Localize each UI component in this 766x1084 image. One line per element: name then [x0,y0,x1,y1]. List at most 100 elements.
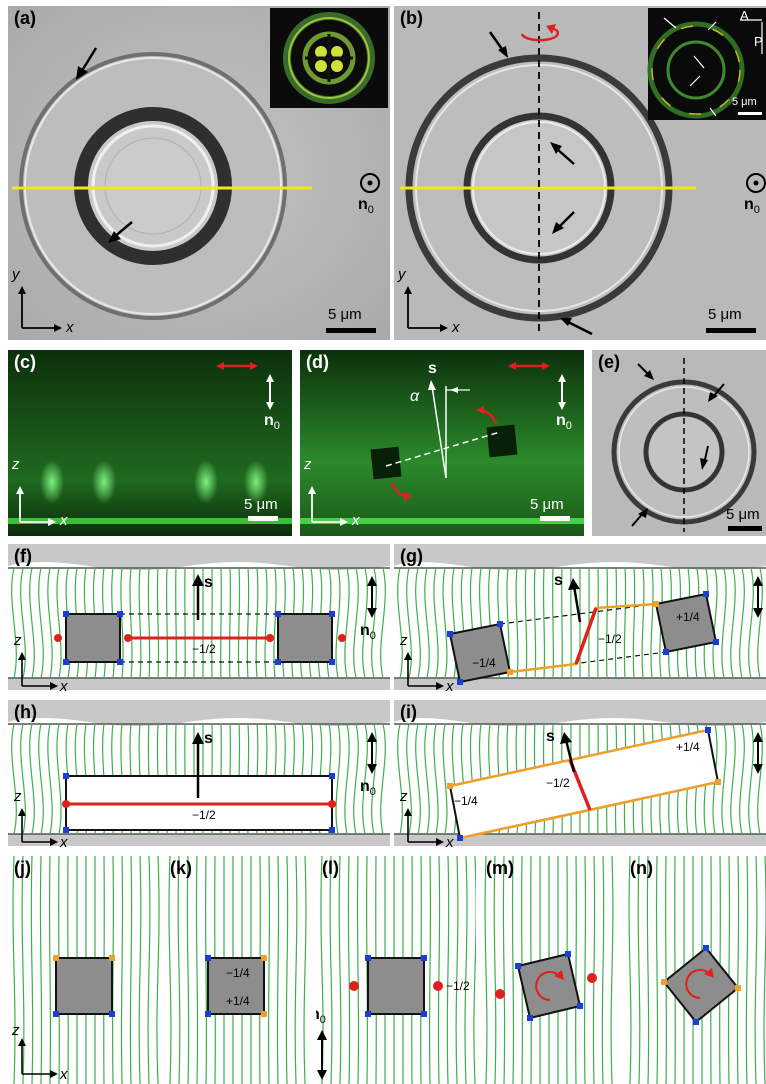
panel-l: (l) −1/2 n0 [316,856,476,1084]
panel-label: (j) [14,858,31,878]
field-line [415,567,421,679]
field-line [628,856,632,1084]
field-line [20,723,26,835]
field-line [347,856,351,1084]
particle [55,957,113,1015]
field-line [362,567,368,679]
out-of-plane-icon [746,173,766,193]
director-label: n0 [264,412,280,433]
field-line [721,723,727,835]
scale-bar [248,516,278,521]
scale-label: 5 μm [244,496,278,513]
panel-h-diagram [8,700,390,846]
x-axis-label: x [60,512,68,529]
field-line [30,856,34,1084]
field-line [614,567,618,679]
field-line [371,567,377,679]
particle [207,957,265,1015]
field-line [754,856,758,1084]
x-axis-label: x [446,834,454,851]
panel-d-image [300,350,584,536]
z-axis-label: z [14,632,22,649]
field-line [285,856,289,1084]
field-line [29,567,35,679]
field-line [727,856,731,1084]
y-axis-label: y [398,266,406,283]
field-line [524,567,528,679]
field-line [757,567,763,679]
field-line [138,567,142,679]
panel-label: (n) [630,858,653,878]
field-line [464,856,468,1084]
panel-e-image [592,350,766,536]
panel-label: (i) [400,702,417,722]
field-line [338,856,342,1084]
z-axis-label: z [400,788,408,805]
field-line [637,856,641,1084]
scale-label: 5 μm [530,496,564,513]
field-line [601,856,605,1084]
field-line [542,567,546,679]
field-line [745,856,749,1084]
field-line [664,856,668,1084]
field-line [39,856,43,1084]
panel-m: (m) [480,856,620,1084]
field-line [220,567,222,679]
panel-a: (a) n0 x y 5 μm [8,6,390,340]
panel-i-diagram [394,700,766,846]
scale-label: 5 μm [708,306,742,323]
x-axis-label: x [60,1066,68,1083]
polarizer-label: P [754,34,763,49]
field-line [303,856,307,1084]
panel-n-diagram [628,856,766,1084]
field-line [165,567,169,679]
panel-k-diagram [168,856,307,1084]
field-line [606,567,608,679]
s-vector-label: s [428,360,437,377]
field-line [29,723,35,835]
field-line [344,723,350,835]
x-axis-label: x [60,834,68,851]
field-line [380,567,386,679]
panel-b-image [394,6,766,340]
field-line [186,856,190,1084]
panel-f: (f) s −1/2 n0 x z [8,544,390,696]
field-line [21,856,25,1084]
field-line [428,856,432,1084]
field-line [515,567,519,679]
field-line [353,567,359,679]
particle [277,613,333,663]
defect-charge: −1/4 [226,966,250,980]
scale-bar [540,516,570,521]
field-line [344,567,350,679]
field-line [246,567,250,679]
particle [65,613,121,663]
analyzer-label: A [740,8,749,23]
field-line [406,567,412,679]
inset-scale-bar [738,112,762,115]
y-axis-label: y [12,266,20,283]
alpha-label: α [410,388,420,405]
scale-bar [728,526,762,531]
field-line [175,567,177,679]
field-line [406,723,412,835]
field-line [739,723,745,835]
panel-h: (h) s −1/2 n0 x z [8,700,390,852]
z-axis-label: z [12,456,20,473]
field-line [442,723,448,835]
field-line [353,723,359,835]
field-line [757,723,763,835]
particle [516,952,582,1020]
defect-charge: +1/4 [676,610,700,624]
rotation-arrow [520,26,560,42]
panel-g: (g) s −1/2 −1/4 +1/4 x z [394,544,766,696]
s-vector-label: s [204,574,213,591]
rotation-arrow [685,969,711,999]
field-line [204,856,208,1084]
panel-label: (c) [14,352,36,372]
z-axis-label: z [12,1022,20,1039]
z-axis-label: z [14,788,22,805]
field-line [276,856,280,1084]
field-lines [12,856,160,1084]
s-vector-label: s [554,572,563,589]
